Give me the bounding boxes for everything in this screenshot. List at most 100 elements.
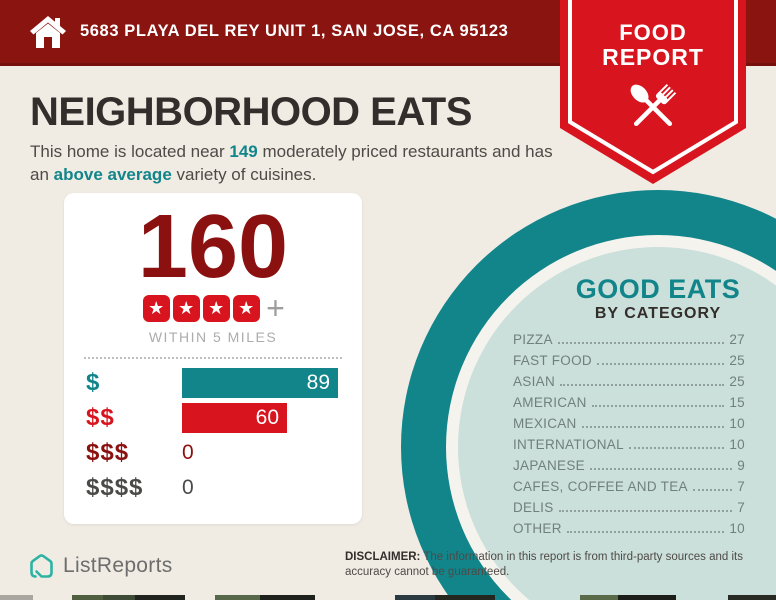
category-name: FAST FOOD: [513, 353, 592, 368]
category-row: AMERICAN 15: [513, 395, 745, 416]
price-row: $$$$ 0: [86, 473, 362, 503]
page-title: NEIGHBORHOOD EATS: [30, 90, 472, 134]
star-rating: ★ ★ ★ ★ +: [64, 290, 362, 326]
bar-zone: 60: [182, 403, 362, 433]
circle-white-ring: [446, 235, 776, 600]
star-icon: ★: [142, 295, 170, 322]
category-name: DELIS: [513, 500, 554, 515]
restaurant-summary-card: 160 ★ ★ ★ ★ + WITHIN 5 MILES $89 $$ 60 $$$ 0 $$$$…: [64, 193, 362, 524]
dashed-divider: [84, 357, 342, 359]
category-list: PIZZA 27 FAST FOOD 25 ASIAN 25 AMERICAN 15 MEXIC…: [513, 332, 745, 542]
star-icon: ★: [202, 295, 230, 322]
photo-strip-segment: [618, 595, 676, 600]
photo-strip-gap: [676, 595, 728, 600]
disclaimer: DISCLAIMER: The information in this repo…: [345, 551, 743, 578]
dotted-leader: [558, 510, 733, 512]
good-eats-title: GOOD EATS: [575, 274, 741, 304]
category-count: 10: [729, 521, 745, 536]
category-count: 25: [729, 353, 745, 368]
category-count: 10: [729, 437, 745, 452]
property-address: 5683 PLAYA DEL REY UNIT 1, SAN JOSE, CA …: [80, 22, 509, 40]
price-row: $$ 60: [86, 403, 362, 433]
photo-strip-gap: [495, 595, 580, 600]
category-row: CAFES, COFFEE AND TEA 7: [513, 479, 745, 500]
photo-strip-segment: [728, 595, 776, 600]
category-name: PIZZA: [513, 332, 553, 347]
brand-name: ListReports: [63, 553, 173, 577]
dotted-leader: [581, 426, 725, 428]
dotted-leader: [589, 468, 733, 470]
category-name: AMERICAN: [513, 395, 587, 410]
photo-strip-segment: [395, 595, 435, 600]
price-label: $$$: [86, 439, 130, 466]
restaurant-count: 149: [229, 142, 258, 161]
photo-strip-gap: [185, 595, 215, 600]
badge-line2: REPORT: [602, 44, 704, 70]
dotted-leader: [557, 342, 725, 344]
photo-strip-segment: [0, 595, 33, 600]
page-subtitle: This home is located near 149 moderately…: [30, 142, 553, 184]
category-row: ASIAN 25: [513, 374, 745, 395]
price-row: $$$ 0: [86, 438, 362, 468]
dotted-leader: [560, 384, 725, 386]
category-row: JAPANESE 9: [513, 458, 745, 479]
dotted-leader: [596, 363, 725, 365]
photo-strip-segment: [435, 595, 495, 600]
price-label: $: [86, 369, 101, 396]
good-eats-subtitle: BY CATEGORY: [594, 305, 722, 322]
category-count: 9: [737, 458, 745, 473]
plus-icon: +: [266, 290, 285, 326]
category-name: JAPANESE: [513, 458, 585, 473]
category-name: MEXICAN: [513, 416, 577, 431]
dotted-leader: [692, 489, 733, 491]
photo-strip-segment: [72, 595, 103, 600]
photo-strip-segment: [135, 595, 185, 600]
price-level-chart: $89 $$ 60 $$$ 0 $$$$ 0: [64, 368, 362, 503]
category-count: 10: [729, 416, 745, 431]
ribbon-shape: [560, 0, 746, 184]
category-row: INTERNATIONAL 10: [513, 437, 745, 458]
dotted-leader: [628, 447, 725, 449]
photo-strip-segment: [215, 595, 260, 600]
category-name: CAFES, COFFEE AND TEA: [513, 479, 688, 494]
utensils-icon: [630, 83, 677, 127]
photo-strip-segment: [103, 595, 135, 600]
food-report-badge: FOOD REPORT: [560, 0, 746, 186]
listreports-logo-icon: [30, 554, 53, 578]
category-count: 27: [729, 332, 745, 347]
home-icon: [30, 15, 66, 48]
good-eats-circle: GOOD EATS BY CATEGORY PIZZA 27 FAST FOOD 25…: [401, 190, 776, 600]
bar-zone: 0: [182, 473, 362, 503]
category-count: 7: [737, 500, 745, 515]
category-count: 7: [737, 479, 745, 494]
category-name: OTHER: [513, 521, 562, 536]
price-label: $$: [86, 404, 115, 431]
variety-highlight: above average: [53, 164, 172, 184]
bar-zone: 89: [182, 368, 362, 398]
photo-strip-gap: [315, 595, 395, 600]
bar: 89: [182, 368, 338, 398]
total-restaurants: 160: [137, 197, 289, 297]
bar: 60: [182, 403, 287, 433]
photo-strip-gap: [33, 595, 72, 600]
category-count: 25: [729, 374, 745, 389]
bar-value-zero: 0: [182, 441, 194, 464]
category-name: ASIAN: [513, 374, 556, 389]
range-label: WITHIN 5 MILES: [148, 329, 278, 345]
photo-strip-segment: [580, 595, 618, 600]
category-row: OTHER 10: [513, 521, 745, 542]
badge-line1: FOOD: [619, 20, 687, 45]
star-icon: ★: [172, 295, 200, 322]
category-row: FAST FOOD 25: [513, 353, 745, 374]
price-label: $$$$: [86, 474, 144, 501]
photo-strip: [0, 595, 776, 600]
dotted-leader: [566, 531, 725, 533]
bar-zone: 0: [182, 438, 362, 468]
category-count: 15: [729, 395, 745, 410]
listreports-brand: ListReports: [28, 552, 173, 579]
category-row: PIZZA 27: [513, 332, 745, 353]
photo-strip-segment: [260, 595, 315, 600]
bar-value-zero: 0: [182, 476, 194, 499]
category-name: INTERNATIONAL: [513, 437, 624, 452]
